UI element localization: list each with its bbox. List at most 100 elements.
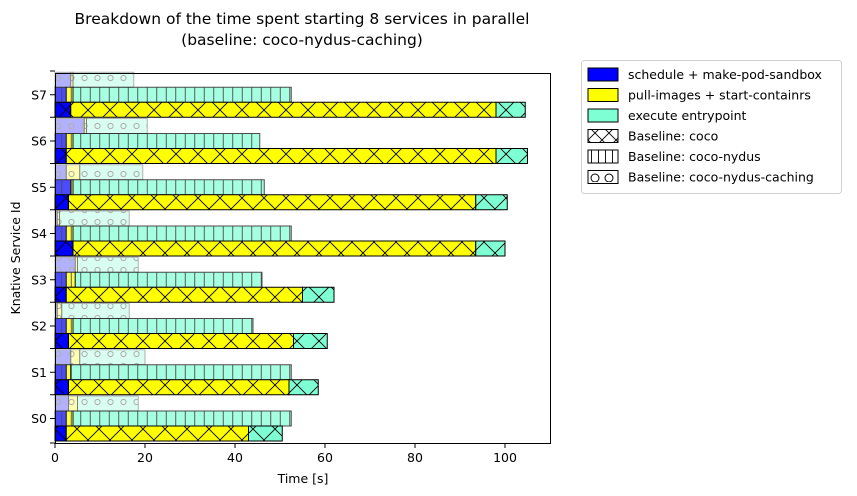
bar-segment — [65, 86, 74, 103]
y-tick-label: S1 — [31, 365, 47, 380]
x-tick-label: 40 — [227, 450, 243, 465]
bar-segment — [72, 86, 292, 103]
bar-segment — [72, 71, 135, 88]
y-tick-label: S5 — [31, 180, 47, 195]
y-tick-label: S2 — [31, 319, 47, 334]
bar-segment — [54, 410, 67, 427]
legend: schedule + make-pod-sandbox pull-images +… — [581, 60, 842, 194]
bar-segment — [68, 395, 78, 412]
bar-segment — [65, 318, 74, 334]
bar-segment — [68, 333, 294, 349]
bar-segment — [54, 318, 67, 334]
bar-segment — [302, 286, 335, 303]
legend-label: Baseline: coco-nydus — [628, 149, 761, 164]
bar-segment — [72, 179, 265, 196]
bar-segment — [77, 256, 139, 273]
bar-segment — [54, 118, 85, 134]
y-tick-label: S4 — [31, 226, 47, 241]
bar-segment — [79, 164, 144, 181]
bar-segment — [293, 333, 328, 349]
bar-segment — [54, 379, 69, 396]
y-axis-ticks: S0 S1 S2 S3 S4 S5 S6 S7 — [31, 70, 55, 444]
plot-area-frame — [55, 73, 551, 444]
bar-segment — [54, 101, 72, 118]
bar-segment — [65, 425, 249, 442]
legend-label: execute entrypoint — [628, 108, 747, 123]
bar-segment — [65, 133, 74, 149]
bar-segment — [74, 271, 263, 288]
bar-segment — [65, 286, 303, 303]
bar-segment — [54, 286, 67, 303]
bar-segment — [54, 256, 76, 273]
bar-segment — [54, 148, 67, 164]
y-tick-label: S7 — [31, 87, 47, 102]
bar-segment — [54, 71, 72, 88]
bar-segment — [475, 194, 508, 211]
bar-segment — [495, 148, 528, 164]
bar-segment — [56, 303, 63, 319]
x-axis-ticks: 0 20 40 60 80 100 — [51, 443, 517, 465]
chart-title-line2: (baseline: coco-nydus-caching) — [181, 31, 423, 49]
bar-segment — [54, 225, 67, 242]
y-tick-label: S3 — [31, 272, 47, 287]
legend-label: schedule + make-pod-sandbox — [628, 67, 822, 82]
bar-segment — [79, 349, 146, 366]
bar-segment — [72, 225, 292, 242]
legend-swatch — [587, 108, 619, 123]
y-tick-label: S0 — [31, 411, 47, 426]
bar-segment — [72, 133, 261, 149]
legend-label: pull-images + start-containrs — [628, 88, 811, 103]
bar-segment — [65, 164, 81, 181]
bar-segment — [70, 349, 81, 366]
bar-segment — [65, 225, 74, 242]
legend-swatch — [587, 129, 619, 143]
bar-segment — [72, 318, 254, 334]
bar-segment — [68, 379, 290, 396]
bar-segment — [54, 86, 67, 103]
bar-segment — [495, 101, 526, 118]
bar-segment — [70, 101, 497, 118]
y-tick-label: S6 — [31, 134, 47, 149]
x-tick-label: 100 — [493, 450, 517, 465]
legend-swatch — [587, 170, 619, 184]
bar-segment — [54, 364, 67, 381]
x-tick-label: 60 — [317, 450, 333, 465]
legend-swatch — [587, 67, 619, 82]
bar-segment — [54, 194, 69, 211]
y-axis-label: Knative Service Id — [8, 201, 23, 314]
bar-segment — [65, 271, 76, 288]
bar-segment — [68, 194, 477, 211]
bar-segment — [59, 210, 130, 227]
bar-segment — [54, 425, 67, 442]
bars-layer — [54, 71, 528, 442]
bar-segment — [65, 364, 72, 381]
legend-label: Baseline: coco-nydus-caching — [628, 170, 814, 185]
bar-segment — [54, 240, 74, 257]
bar-segment — [54, 179, 72, 196]
x-tick-label: 20 — [137, 450, 153, 465]
legend-swatch — [587, 149, 619, 164]
bar-segment — [54, 395, 69, 412]
bar-segment — [54, 271, 67, 288]
bar-segment — [288, 379, 319, 396]
x-tick-label: 0 — [51, 450, 59, 465]
bar-segment — [65, 410, 74, 427]
bar-segment — [70, 364, 292, 381]
bar-segment — [61, 303, 130, 319]
legend-swatch — [587, 88, 619, 102]
legend-frame — [581, 60, 842, 194]
bar-segment — [54, 349, 72, 366]
bar-segment — [475, 240, 506, 257]
x-axis-label: Time [s] — [277, 471, 329, 486]
bar-segment — [54, 133, 67, 149]
bar-segment — [77, 395, 139, 412]
chart-title-line1: Breakdown of the time spent starting 8 s… — [75, 10, 530, 28]
x-tick-label: 80 — [407, 450, 423, 465]
bar-segment — [54, 164, 67, 181]
bar-segment — [65, 148, 497, 164]
legend-label: Baseline: coco — [628, 129, 718, 144]
bar-segment — [72, 240, 477, 257]
bar-segment — [54, 333, 69, 349]
bar-segment — [72, 410, 292, 427]
